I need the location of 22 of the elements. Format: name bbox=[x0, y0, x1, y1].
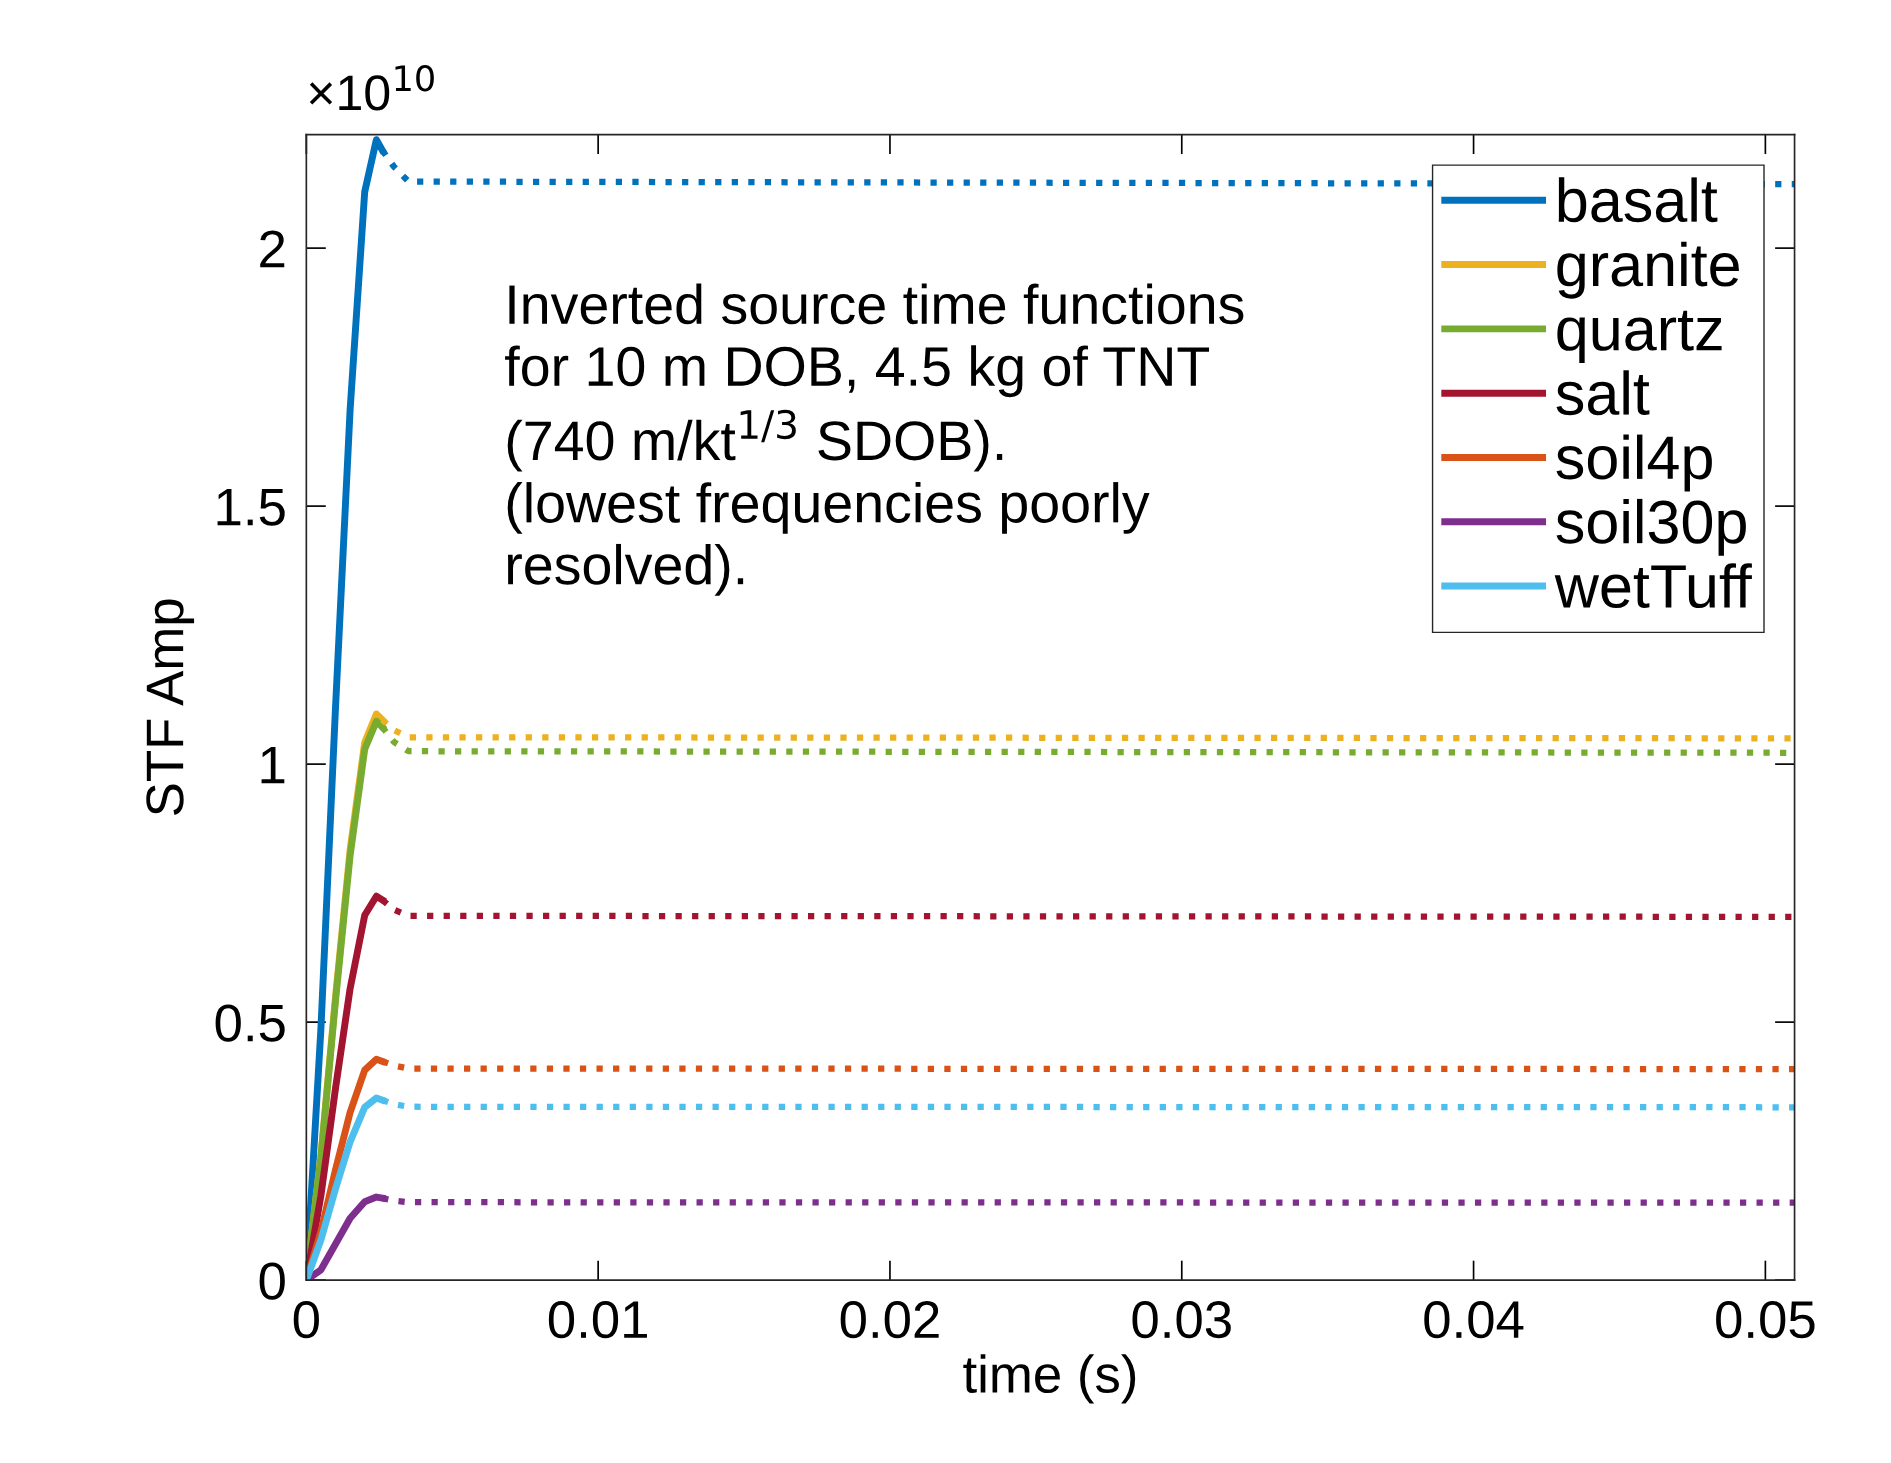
legend-label: soil4p bbox=[1556, 434, 1712, 492]
x-tick-label: 0.01 bbox=[548, 1300, 647, 1339]
x-tick-label: 0.02 bbox=[840, 1300, 939, 1339]
annotation: Inverted source time functions for 10 m DOB, 4.5 kg of TNT (740 m/kt$^{1/3}$ SDOB). (lowest frequencies poorly resolved). bbox=[505, 283, 1244, 596]
y-tick-label: 1 bbox=[261, 746, 285, 784]
y-tick-label: 1.5 bbox=[217, 488, 285, 526]
x-tick-label: 0 bbox=[293, 1300, 319, 1339]
y-axis-title: STF Amp bbox=[146, 599, 195, 815]
legend-label: soil30p bbox=[1556, 498, 1746, 556]
legend-label: wetTuff bbox=[1554, 563, 1752, 609]
y-tick-label: 0.5 bbox=[215, 1004, 285, 1042]
legend-label: basalt bbox=[1558, 177, 1718, 223]
y-tick-label: 2 bbox=[260, 230, 285, 268]
x-axis-title: time (s) bbox=[963, 1354, 1136, 1404]
x-tick-label: 0.04 bbox=[1424, 1300, 1524, 1339]
legend-label: salt bbox=[1556, 370, 1650, 416]
legend-label: granite bbox=[1557, 241, 1739, 299]
x-tick-label: 0.05 bbox=[1716, 1300, 1815, 1339]
y-tick-label: 0 bbox=[259, 1262, 285, 1300]
x-tick-label: 0.03 bbox=[1132, 1300, 1231, 1339]
legend-label: quartz bbox=[1557, 310, 1722, 363]
text: ×10$^{10}$ bbox=[309, 64, 434, 111]
